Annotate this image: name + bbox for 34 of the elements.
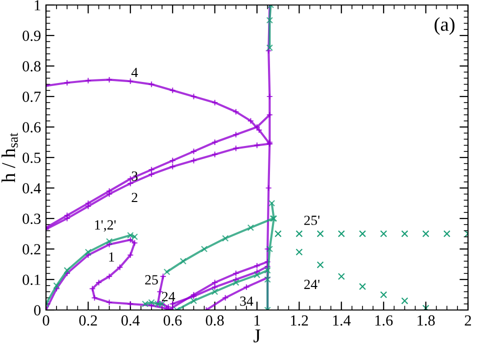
y-tick-label: 0.5 (22, 152, 41, 164)
annotation: 25' (304, 216, 320, 226)
x-tick-label: 0.4 (121, 315, 140, 326)
y-tick-label: 0.6 (22, 122, 41, 133)
annotation: 1 (109, 252, 114, 262)
x-tick-label: 1.4 (333, 315, 351, 326)
annotation: 2 (132, 192, 138, 202)
x-tick-label: 1.6 (375, 315, 393, 326)
x-tick-label: 2 (464, 315, 471, 326)
annotation: 34 (240, 296, 254, 306)
y-tick-label: 0.9 (22, 30, 41, 42)
y-axis-title: h / h$_{sat}$ (2, 132, 18, 182)
x-tick-label: 0.2 (79, 315, 97, 326)
x-tick-label: 0.8 (206, 315, 224, 326)
annotation: 1',2' (95, 220, 116, 232)
x-axis-title: J (254, 329, 260, 342)
annotation: 24' (304, 280, 320, 289)
annotation: (a) (434, 17, 454, 35)
x-tick-label: 0 (42, 315, 50, 326)
x-tick-label: 1 (254, 315, 260, 326)
x-tick-label: 0.6 (164, 315, 182, 326)
annotation: 24 (162, 292, 176, 302)
x-tick-label: 1.8 (418, 315, 435, 326)
y-tick-label: 0.1 (22, 274, 40, 286)
y-tick-label: 0.3 (22, 214, 41, 224)
y-tick-label: 0.8 (22, 61, 41, 72)
y-tick-label: 1 (34, 0, 40, 10)
y-tick-label: 0 (34, 305, 41, 316)
y-tick-label: 0.4 (22, 183, 41, 194)
annotation: 4 (131, 68, 138, 77)
y-tick-label: 0.7 (22, 92, 41, 102)
x-tick-label: 1.2 (290, 315, 308, 326)
annotation: 25 (145, 275, 158, 284)
y-tick-label: 0.2 (22, 244, 40, 255)
